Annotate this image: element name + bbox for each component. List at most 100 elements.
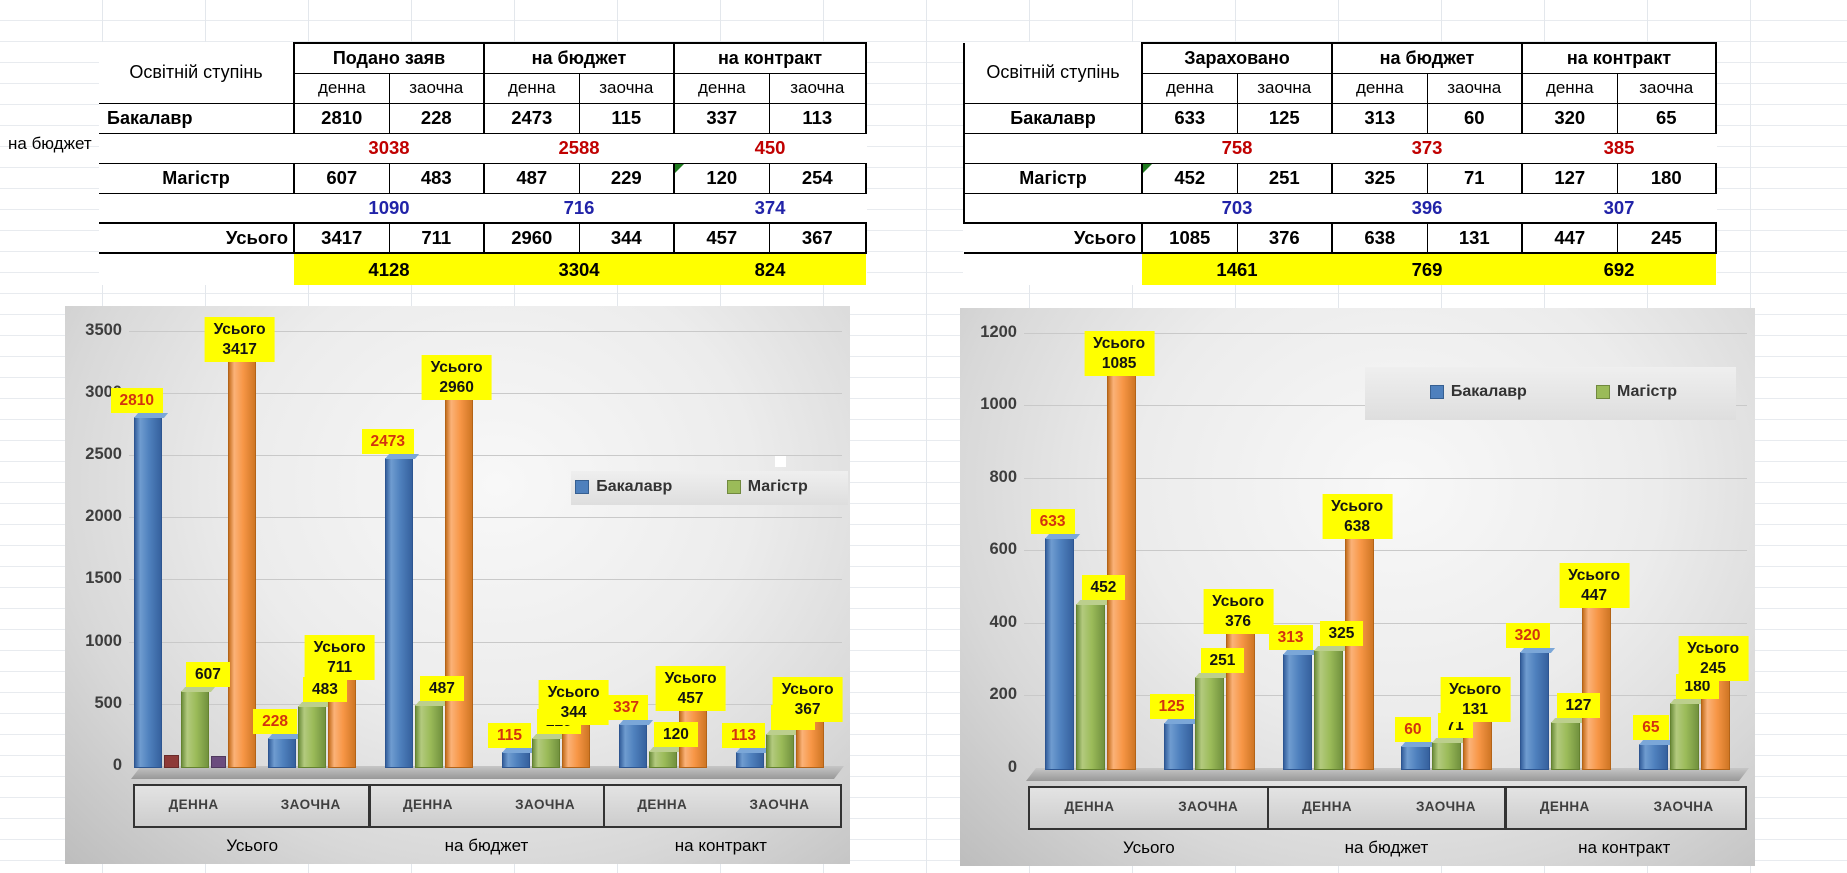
bar-Магістр-2[interactable]	[415, 705, 443, 768]
bar-Бакалавр-0[interactable]	[134, 417, 162, 768]
bar-Бакалавр-5[interactable]	[1639, 744, 1668, 770]
table-cell[interactable]: 313	[1331, 102, 1428, 134]
legend-item-Магістр[interactable]: Магістр	[726, 478, 808, 496]
sub-header[interactable]: денна	[483, 72, 580, 104]
row-label-total[interactable]: Усього	[99, 222, 294, 254]
table-cell[interactable]: 633	[1141, 102, 1238, 134]
bar-Магістр-1[interactable]	[1195, 677, 1224, 770]
table-cell[interactable]: 228	[388, 102, 485, 134]
table-cell[interactable]: 71	[1426, 162, 1523, 194]
table-cell[interactable]: 320	[1521, 102, 1618, 134]
sub-header[interactable]: заочна	[578, 72, 675, 104]
legend-item-Бакалавр[interactable]: Бакалавр	[575, 478, 672, 496]
bar-Усього-4[interactable]	[1582, 606, 1611, 770]
table-cell[interactable]: 457	[673, 222, 770, 254]
col-group-header[interactable]: на контракт	[1520, 42, 1718, 74]
subtotal-cell[interactable]: 716	[563, 196, 595, 218]
subtotal-cell[interactable]: 1090	[368, 196, 410, 218]
table-cell[interactable]: 487	[483, 162, 580, 194]
bar-Усього-2[interactable]	[445, 398, 473, 768]
bar-Бакалавр-1[interactable]	[1164, 723, 1193, 770]
bar-Магістр-0[interactable]	[1076, 604, 1105, 770]
table-cell[interactable]: 344	[578, 222, 675, 254]
bar-Магістр-4[interactable]	[1551, 722, 1580, 770]
subtotal-cell[interactable]: 374	[754, 196, 786, 218]
bar-Бакалавр-2[interactable]	[1283, 654, 1312, 770]
grand-total-cell[interactable]: 3304	[484, 253, 675, 285]
table-cell[interactable]: 120	[673, 162, 770, 194]
subtotal-cell[interactable]: 758	[1221, 137, 1253, 158]
sub-header[interactable]: заочна	[768, 72, 868, 104]
bar-Магістр-3[interactable]	[532, 738, 560, 768]
subtotal-cell[interactable]: 307	[1603, 196, 1635, 218]
table-cell[interactable]: 337	[673, 102, 770, 134]
bar-Магістр-1[interactable]	[298, 706, 326, 768]
legend-item-Бакалавр[interactable]: Бакалавр	[1429, 383, 1527, 401]
row-label[interactable]: Магістр	[963, 163, 1142, 194]
table-cell[interactable]: 638	[1331, 222, 1428, 254]
table-cell[interactable]: 125	[1236, 102, 1333, 134]
table-corner-header[interactable]: Освітній ступінь	[963, 43, 1142, 104]
bar-Усього-0[interactable]	[1107, 374, 1136, 770]
bar-Магістр-5[interactable]	[1670, 703, 1699, 770]
stray-cell-text[interactable]: на бюджет	[8, 134, 92, 153]
grand-total-cell[interactable]: 4128	[294, 253, 485, 285]
grand-total-cell[interactable]: 1461	[1142, 253, 1332, 285]
table-cell[interactable]: 1085	[1141, 222, 1238, 254]
bar-Магістр-4[interactable]	[649, 751, 677, 768]
row-label[interactable]: Бакалавр	[963, 103, 1142, 134]
table-cell[interactable]: 376	[1236, 222, 1333, 254]
table-cell[interactable]: 113	[768, 102, 868, 134]
subtotal-cell[interactable]: 2588	[558, 137, 600, 158]
table-cell[interactable]: 251	[1236, 162, 1333, 194]
empty-cell[interactable]	[99, 193, 294, 224]
bar-Магістр-5[interactable]	[766, 734, 794, 768]
table-cell[interactable]: 131	[1426, 222, 1523, 254]
sub-header[interactable]: денна	[673, 72, 770, 104]
legend-item-Магістр[interactable]: Магістр	[1596, 383, 1677, 401]
table-cell[interactable]: 180	[1616, 162, 1718, 194]
grand-total-cell[interactable]: 692	[1522, 253, 1717, 285]
empty-cell[interactable]	[964, 253, 1142, 285]
sub-header[interactable]: заочна	[1426, 72, 1523, 104]
table-corner-header[interactable]: Освітній ступінь	[99, 43, 294, 104]
table-cell[interactable]: 483	[388, 162, 485, 194]
col-group-header[interactable]: на контракт	[673, 42, 868, 74]
bar-Усього-0[interactable]	[228, 341, 256, 768]
col-group-header[interactable]: на бюджет	[1331, 42, 1523, 74]
bar-Бакалавр-4[interactable]	[1520, 652, 1549, 770]
table-cell[interactable]: 65	[1616, 102, 1718, 134]
table-cell[interactable]: 367	[768, 222, 868, 254]
table-cell[interactable]: 3417	[293, 222, 390, 254]
subtotal-cell[interactable]: 703	[1221, 196, 1253, 218]
table-cell[interactable]: 60	[1426, 102, 1523, 134]
subtotal-cell[interactable]: 396	[1411, 196, 1443, 218]
grand-total-cell[interactable]: 824	[674, 253, 867, 285]
bar-Бакалавр-4[interactable]	[619, 724, 647, 768]
bar-Бакалавр-3[interactable]	[1401, 746, 1430, 770]
sub-header[interactable]: заочна	[1616, 72, 1718, 104]
table-cell[interactable]: 245	[1616, 222, 1718, 254]
table-cell[interactable]: 115	[578, 102, 675, 134]
bar-Бакалавр-5[interactable]	[736, 752, 764, 768]
chart-zarahovano[interactable]: 0 200 400 600 800 1000 1200 633 452 Усього 1085 125…	[960, 308, 1755, 866]
sub-header[interactable]: заочна	[1236, 72, 1333, 104]
sub-header[interactable]: денна	[1331, 72, 1428, 104]
table-cell[interactable]: 254	[768, 162, 868, 194]
sub-header[interactable]: денна	[1521, 72, 1618, 104]
bar-Магістр-2[interactable]	[1314, 650, 1343, 770]
empty-cell[interactable]	[963, 133, 1142, 164]
table-cell[interactable]: 711	[388, 222, 485, 254]
bar-Бакалавр-0[interactable]	[1045, 538, 1074, 770]
empty-cell[interactable]	[963, 193, 1142, 224]
subtotal-cell[interactable]: 3038	[368, 137, 410, 158]
subtotal-cell[interactable]: 385	[1603, 137, 1635, 158]
table-cell[interactable]: 127	[1521, 162, 1618, 194]
legend[interactable]	[1364, 367, 1736, 420]
table-cell[interactable]: 2960	[483, 222, 580, 254]
empty-cell[interactable]	[99, 253, 294, 285]
sub-header[interactable]: денна	[293, 72, 390, 104]
table-cell[interactable]: 229	[578, 162, 675, 194]
subtotal-cell[interactable]: 450	[754, 137, 786, 158]
sub-header[interactable]: заочна	[388, 72, 485, 104]
